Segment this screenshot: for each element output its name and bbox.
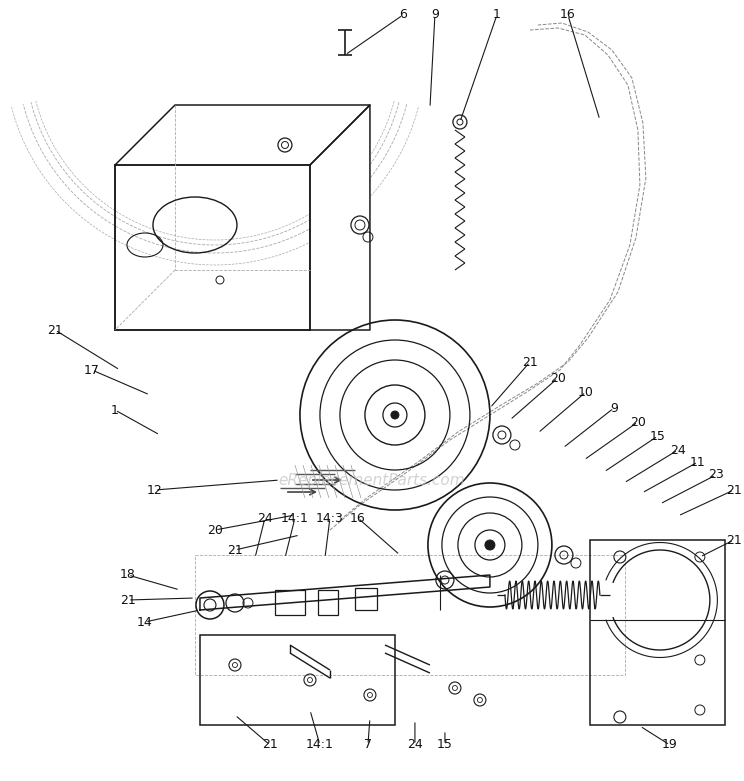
Text: 21: 21 xyxy=(262,739,278,751)
Text: 23: 23 xyxy=(708,469,724,482)
Text: 14:1: 14:1 xyxy=(281,512,309,525)
Text: 14:3: 14:3 xyxy=(316,512,344,525)
Polygon shape xyxy=(115,270,310,330)
Polygon shape xyxy=(200,575,490,610)
Text: 16: 16 xyxy=(560,9,576,22)
Polygon shape xyxy=(310,105,370,330)
Text: 7: 7 xyxy=(364,739,372,751)
Text: 21: 21 xyxy=(120,594,136,607)
Text: 9: 9 xyxy=(610,401,618,415)
Text: 21: 21 xyxy=(227,544,243,557)
Text: 21: 21 xyxy=(726,483,742,497)
Text: 1: 1 xyxy=(493,9,501,22)
Text: 19: 19 xyxy=(662,739,678,751)
Text: 14:1: 14:1 xyxy=(306,739,334,751)
Text: 10: 10 xyxy=(578,386,594,398)
Text: 12: 12 xyxy=(147,483,163,497)
Polygon shape xyxy=(115,105,370,165)
Text: 21: 21 xyxy=(47,323,62,337)
Text: 20: 20 xyxy=(207,523,223,537)
Text: 15: 15 xyxy=(437,739,453,751)
Text: 14: 14 xyxy=(137,615,153,629)
Circle shape xyxy=(485,540,495,550)
Text: 17: 17 xyxy=(84,363,100,376)
Text: 24: 24 xyxy=(257,512,273,525)
Text: 21: 21 xyxy=(522,355,538,369)
Text: 24: 24 xyxy=(407,739,423,751)
Text: 6: 6 xyxy=(399,9,407,22)
Text: 18: 18 xyxy=(120,569,136,582)
Text: 11: 11 xyxy=(690,455,706,469)
Text: 21: 21 xyxy=(726,533,742,547)
Text: eReplacementParts.com: eReplacementParts.com xyxy=(278,473,465,487)
Text: 15: 15 xyxy=(650,430,666,443)
Text: 24: 24 xyxy=(670,444,686,457)
Text: 9: 9 xyxy=(431,9,439,22)
Text: 1: 1 xyxy=(111,404,119,416)
Text: 20: 20 xyxy=(550,372,566,384)
Text: 20: 20 xyxy=(630,415,646,429)
Text: 16: 16 xyxy=(350,512,366,525)
Circle shape xyxy=(391,411,399,419)
